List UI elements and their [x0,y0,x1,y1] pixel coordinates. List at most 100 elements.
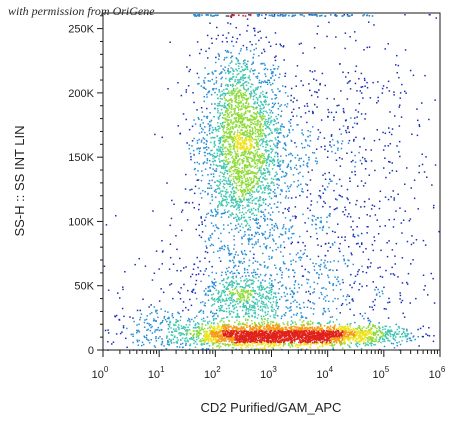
data-point [231,183,234,185]
data-point [322,312,324,314]
data-point [241,323,244,325]
data-point [314,103,316,106]
data-point [267,114,270,117]
data-point [207,182,210,185]
data-point [245,191,247,193]
data-point [341,140,344,142]
data-point [242,253,244,255]
data-point [223,187,226,189]
data-point [218,343,220,345]
data-point [379,327,381,330]
data-point [243,82,246,84]
data-point [185,89,188,91]
data-point [406,281,408,284]
data-point [364,342,367,344]
data-point [255,76,257,78]
data-point [176,340,178,343]
data-point [333,119,335,121]
data-point [222,150,225,153]
data-point [256,143,258,145]
data-point [245,285,247,287]
data-point [233,300,236,302]
data-point [213,298,215,300]
data-point [237,107,239,109]
data-point [222,279,225,281]
data-point [230,119,232,121]
data-point [312,313,315,315]
data-point [237,298,240,300]
data-point [277,108,280,110]
data-point [246,30,248,32]
data-point [283,313,285,316]
data-point [231,151,233,154]
data-point [212,215,214,217]
data-point [156,329,159,331]
data-point [260,123,263,125]
data-point [248,119,250,122]
data-point [217,204,220,206]
data-point [217,314,219,317]
data-point [384,132,387,135]
data-point [381,290,383,292]
data-point [370,336,372,339]
data-point [432,340,435,343]
data-point [246,65,248,68]
data-point [177,339,179,341]
data-point [254,89,257,91]
data-point [277,113,280,116]
data-point [349,180,351,182]
data-point [236,309,239,312]
data-point [272,297,274,300]
data-point [299,194,301,197]
data-point [312,111,314,114]
data-point [353,282,355,284]
data-point [221,71,223,73]
data-point [266,171,269,174]
data-point [381,332,383,335]
data-point [238,80,240,83]
data-point [346,215,349,218]
data-point [276,127,278,130]
data-point [319,197,322,199]
data-point [267,186,270,188]
data-point [238,260,240,262]
data-point [317,96,319,98]
data-point [242,154,245,156]
data-point [258,203,260,205]
data-point [179,332,181,334]
data-point [394,255,396,257]
data-point [392,338,395,340]
data-point [207,348,210,350]
data-point [261,138,263,141]
data-point [267,104,269,106]
data-point [282,160,285,162]
data-point [251,140,253,143]
data-point [233,144,235,147]
data-point [210,163,212,166]
data-point [344,206,346,209]
data-point [374,333,377,335]
data-point [318,273,320,276]
data-point [226,191,229,194]
data-point [242,151,244,154]
data-point [212,304,214,306]
data-point [224,177,227,179]
data-point [259,105,261,107]
data-point [231,114,233,117]
data-point [222,160,224,162]
data-point [265,146,267,148]
data-point [276,153,279,155]
data-point [218,103,220,105]
data-point [257,207,259,210]
data-point [329,141,331,143]
data-point [243,176,246,178]
data-point [240,113,243,115]
data-point [285,190,288,193]
data-point [222,166,224,169]
data-point [290,87,293,90]
data-point [268,133,271,135]
data-point [247,170,249,173]
data-point [187,340,189,343]
data-point [255,159,258,162]
data-point [264,280,266,282]
